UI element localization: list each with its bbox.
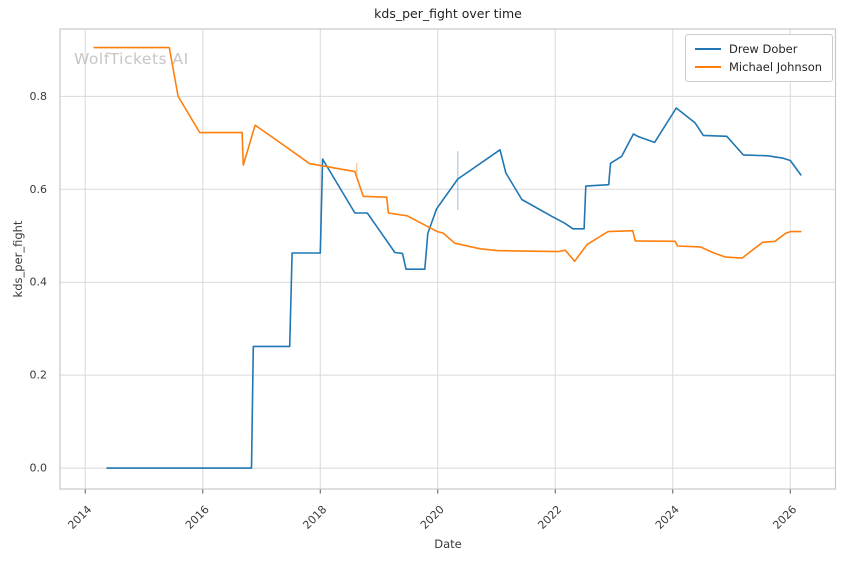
legend-item: Michael Johnson [695,58,823,76]
series-line-michael-johnson [93,46,802,263]
legend-line-swatch [695,66,721,68]
watermark: WolfTickets AI [74,50,189,68]
y-tick-label: 0.6 [30,183,48,196]
x-tick-label: 2016 [183,503,212,532]
x-tick-label: 2014 [65,503,94,532]
plot-border [59,28,837,490]
legend-line-swatch [695,48,721,50]
legend-label: Drew Dober [729,42,798,56]
x-tick-label: 2024 [653,503,682,532]
legend-item: Drew Dober [695,40,823,58]
y-axis-label: kds_per_fight [11,220,25,298]
x-axis-label: Date [434,537,462,551]
y-tick-label: 0.8 [30,90,48,103]
y-tick-label: 0.4 [30,276,48,289]
x-tick-label: 2018 [300,503,329,532]
x-tick-label: 2020 [418,503,447,532]
x-tick-label: 2022 [535,503,564,532]
y-tick-label: 0.2 [30,369,48,382]
series-line-drew-dober [106,107,802,469]
y-tick-label: 0.0 [30,462,48,475]
legend-label: Michael Johnson [729,60,823,74]
plot-background [60,29,836,489]
x-tick-label: 2026 [770,503,799,532]
legend: Drew Dober Michael Johnson [685,34,833,82]
chart-title: kds_per_fight over time [374,6,522,21]
